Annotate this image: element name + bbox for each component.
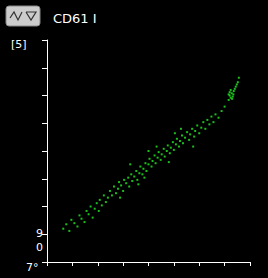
- svg-text:7°: 7°: [26, 261, 39, 274]
- svg-text:[5]: [5]: [11, 38, 27, 51]
- svg-text:CD61 I: CD61 I: [53, 11, 97, 26]
- svg-text:9: 9: [36, 227, 43, 240]
- svg-text:0: 0: [36, 241, 43, 254]
